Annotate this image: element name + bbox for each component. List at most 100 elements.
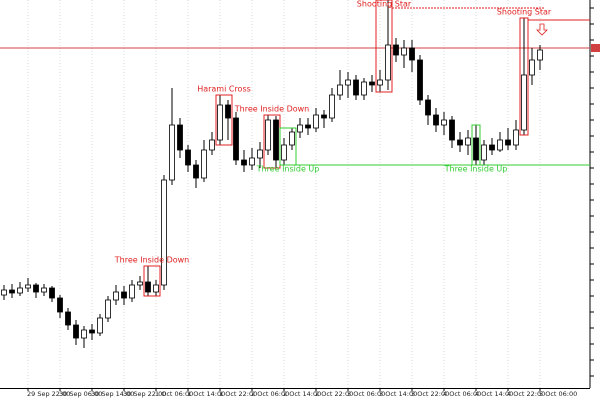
- pattern-box: [375, 0, 393, 93]
- candle-body: [345, 79, 351, 86]
- pattern-label: Three Inside Up: [256, 165, 320, 174]
- candle-body: [353, 79, 359, 96]
- x-tick-label: 1 Oct 06:00: [155, 390, 193, 398]
- candle-body: [9, 289, 15, 294]
- candle-body: [433, 114, 439, 126]
- candle-body: [417, 59, 423, 101]
- candle-body: [1, 289, 7, 296]
- pattern-box: [215, 94, 233, 146]
- candle-body: [273, 119, 279, 161]
- x-tick-label: 4 Oct 22:00: [507, 390, 545, 398]
- x-tick-label: 30 Sep 22:00: [123, 390, 166, 398]
- candle-body: [73, 324, 79, 339]
- candle-body: [497, 139, 503, 151]
- x-tick-label: 4 Oct 14:00: [475, 390, 513, 398]
- candle-body: [177, 124, 183, 151]
- candle-body: [105, 299, 111, 319]
- candle-body: [337, 84, 343, 96]
- pattern-box: [143, 265, 161, 297]
- candle-body: [241, 159, 247, 166]
- x-tick-label: 2 Oct 22:00: [315, 390, 353, 398]
- candle-body: [441, 119, 447, 126]
- x-tick-label: 3 Oct 14:00: [379, 390, 417, 398]
- candle-body: [193, 164, 199, 179]
- candle-body: [537, 49, 543, 61]
- candle-body: [489, 144, 495, 151]
- candle-body: [121, 291, 127, 299]
- x-tick-label: 30 Sep 14:00: [91, 390, 134, 398]
- candle-body: [41, 287, 47, 293]
- candle-body: [33, 284, 39, 293]
- candle-body: [481, 144, 487, 161]
- pattern-label: Three Inside Up: [444, 165, 508, 174]
- candle-body: [529, 59, 535, 76]
- x-tick-label: 3 Oct 22:00: [411, 390, 449, 398]
- candle-body: [409, 47, 415, 61]
- candle-body: [257, 149, 263, 159]
- candle-body: [401, 47, 407, 56]
- candle-body: [49, 287, 55, 299]
- pattern-box: [519, 17, 529, 136]
- candle-body: [17, 287, 23, 294]
- candle-body: [25, 284, 31, 289]
- pattern-box: [471, 124, 481, 166]
- candle-body: [185, 149, 191, 166]
- x-tick-label: 29 Sep 22:00: [27, 390, 70, 398]
- x-tick-label: 3 Oct 06:00: [347, 390, 385, 398]
- x-tick-label: 5 Oct 06:00: [539, 390, 577, 398]
- signal-arrow: [536, 23, 548, 36]
- pattern-label: Harami Cross: [197, 85, 251, 94]
- candle-body: [129, 284, 135, 299]
- candle-body: [113, 291, 119, 301]
- candle-body: [377, 79, 383, 86]
- x-tick-label: 4 Oct 06:00: [443, 390, 481, 398]
- pattern-label: Three Inside Down: [234, 105, 310, 114]
- candle-body: [169, 124, 175, 181]
- candle-body: [209, 139, 215, 151]
- candle-body: [265, 119, 271, 151]
- candle-body: [393, 44, 399, 56]
- candle-body: [513, 129, 519, 146]
- candle-body: [449, 119, 455, 141]
- candle-body: [201, 149, 207, 179]
- candle-body: [369, 81, 375, 86]
- candle-body: [457, 139, 463, 146]
- candle-body: [297, 124, 303, 133]
- candle-body: [321, 114, 327, 119]
- pattern-label: Shooting Star: [357, 0, 412, 9]
- x-tick-label: 2 Oct 06:00: [251, 390, 289, 398]
- candle-body: [89, 329, 95, 334]
- x-tick-label: 2 Oct 14:00: [283, 390, 321, 398]
- candle-body: [521, 74, 527, 131]
- pattern-box: [279, 127, 297, 166]
- candle-body: [145, 281, 151, 293]
- reference-marker: [591, 44, 600, 52]
- candle-body: [505, 139, 511, 146]
- candle-body: [329, 94, 335, 119]
- candle-body: [289, 131, 295, 146]
- candle-body: [57, 297, 63, 313]
- candle-body: [425, 99, 431, 116]
- candle-body: [281, 144, 287, 161]
- candle-body: [473, 137, 479, 161]
- candle-body: [153, 284, 159, 293]
- candle-body: [65, 311, 71, 326]
- candle-body: [97, 317, 103, 334]
- candle-body: [137, 281, 143, 286]
- pattern-label: Three Inside Down: [114, 256, 190, 265]
- candle-body: [465, 137, 471, 146]
- candle-body: [161, 179, 167, 286]
- pattern-label: Shooting Star: [497, 8, 552, 17]
- candle-body: [385, 44, 391, 81]
- candle-body: [305, 124, 311, 129]
- candle-body: [361, 81, 367, 96]
- candle-body: [225, 104, 231, 119]
- candle-body: [81, 329, 87, 339]
- x-tick-label: 1 Oct 22:00: [219, 390, 257, 398]
- x-tick-label: 30 Sep 06:00: [59, 390, 102, 398]
- candle-body: [313, 114, 319, 129]
- candle-body: [233, 117, 239, 161]
- candle-body: [249, 157, 255, 166]
